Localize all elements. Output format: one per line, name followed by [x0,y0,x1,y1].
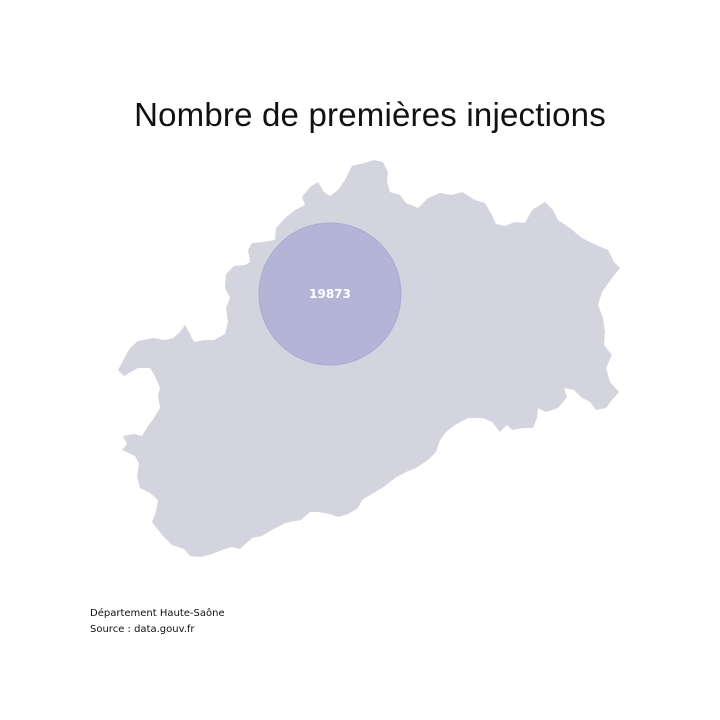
department-label: Département Haute-Saône [90,608,225,619]
chart-title: Nombre de premières injections [134,96,606,133]
injections-bubble [258,222,402,366]
haute-saone-region [118,160,620,557]
footer: Département Haute-Saône Source : data.go… [90,606,225,638]
bubble-value-label: 19873 [309,287,351,301]
source-label: Source : data.gouv.fr [90,624,195,635]
